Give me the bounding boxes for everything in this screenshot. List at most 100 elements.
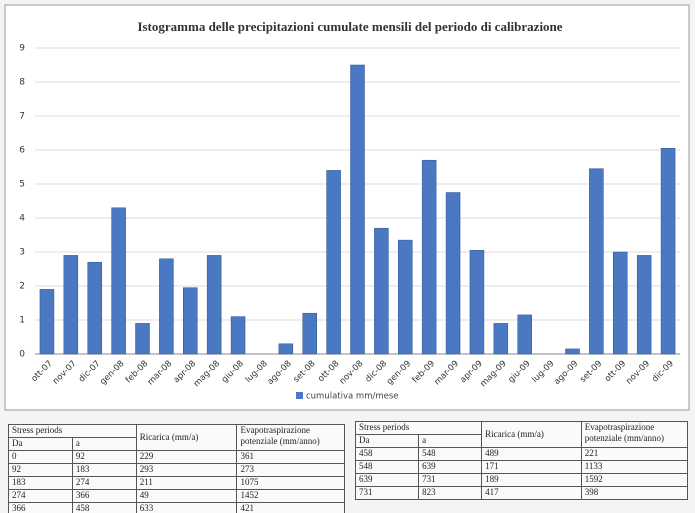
bar — [660, 148, 676, 355]
table-cell: 458 — [71, 502, 137, 513]
table-row: 731 823 417 398 — [355, 486, 689, 500]
table-cell: 49 — [135, 489, 238, 503]
bar — [613, 251, 628, 355]
table-cell: 274 — [71, 476, 137, 490]
bar — [374, 227, 389, 355]
bar — [135, 323, 150, 355]
table-cell: 731 — [418, 473, 483, 487]
table-row: 183 274 211 1075 — [8, 476, 345, 490]
table-cell: 366 — [8, 502, 73, 513]
bar — [398, 239, 413, 355]
table-cell: 211 — [135, 476, 238, 490]
y-tick-label: 9 — [19, 44, 25, 54]
table-cell: 229 — [135, 450, 238, 464]
header-cell: Ricarica (mm/a) — [481, 421, 582, 448]
bar — [111, 207, 126, 355]
table-cell: 1592 — [580, 473, 689, 487]
table-cell: 183 — [71, 463, 137, 477]
table-left-wrap: Stress periods Ricarica (mm/a) Evapotraspi… — [8, 424, 348, 513]
y-tick-label: 0 — [19, 350, 25, 360]
table-cell: 421 — [236, 502, 345, 513]
bar — [206, 255, 222, 355]
y-tick-label: 1 — [19, 316, 25, 326]
table-cell: 0 — [8, 450, 73, 464]
table-cell: 92 — [8, 463, 73, 477]
table-cell: 1075 — [236, 476, 345, 490]
y-tick-label: 3 — [19, 248, 25, 258]
bar — [183, 287, 198, 355]
header-cell: Evapotraspirazione potenziale (mm/anno) — [580, 421, 689, 448]
table-right-wrap: Stress periods Ricarica (mm/a) Evapotraspi… — [355, 421, 690, 506]
chart: Istogramma delle precipitazioni cumulate… — [4, 4, 690, 411]
y-tick-label: 7 — [19, 112, 25, 122]
bar — [350, 64, 365, 355]
table-cell: 293 — [135, 463, 238, 477]
table-cell: 458 — [355, 447, 420, 461]
table: Stress periods Ricarica (mm/a) Evapotraspi… — [8, 424, 345, 513]
bar — [39, 289, 55, 355]
bar — [63, 255, 79, 355]
table-row: 548 639 171 1133 — [355, 460, 689, 474]
chart-frame — [4, 4, 690, 411]
header-cell: a — [71, 437, 137, 451]
table-cell: 731 — [355, 486, 420, 500]
legend-label: cumulativa mm/mese — [306, 392, 399, 402]
table-cell: 273 — [236, 463, 345, 477]
bar — [493, 323, 509, 355]
header-cell: Da — [8, 437, 73, 451]
table-row: 639 731 189 1592 — [355, 473, 689, 487]
header-cell: Stress periods — [355, 421, 483, 435]
table-cell: 221 — [580, 447, 689, 461]
table-cell: 1133 — [580, 460, 689, 474]
bar — [159, 258, 174, 355]
bar — [87, 261, 102, 355]
table-cell: 1452 — [236, 489, 345, 503]
bar — [636, 255, 652, 355]
table-row: 366 458 633 421 — [8, 502, 345, 513]
table-cell: 639 — [418, 460, 483, 474]
table-cell: 489 — [481, 447, 582, 461]
bar — [326, 170, 341, 355]
y-tick-label: 6 — [19, 146, 25, 156]
bar — [469, 250, 485, 355]
bar — [445, 192, 461, 355]
table-cell: 189 — [481, 473, 582, 487]
bar — [278, 343, 294, 355]
bar — [230, 316, 246, 355]
table-row: 458 548 489 221 — [355, 447, 689, 461]
table-cell: 633 — [135, 502, 238, 513]
table-cell: 366 — [71, 489, 137, 503]
header-cell: Da — [355, 434, 420, 448]
bar — [421, 159, 437, 355]
header-row: Stress periods Ricarica (mm/a) Evapotraspi… — [355, 421, 689, 448]
y-tick-label: 5 — [19, 180, 25, 190]
table-cell: 823 — [418, 486, 483, 500]
table-row: 274 366 49 1452 — [8, 489, 345, 503]
header-row: Stress periods Ricarica (mm/a) Evapotraspi… — [8, 424, 345, 451]
legend-swatch — [296, 392, 303, 399]
y-tick-label: 8 — [19, 78, 25, 88]
table-cell: 274 — [8, 489, 73, 503]
y-tick-label: 4 — [19, 214, 25, 224]
table-cell: 548 — [355, 460, 420, 474]
bar — [302, 312, 317, 355]
table-cell: 171 — [481, 460, 582, 474]
table: Stress periods Ricarica (mm/a) Evapotraspi… — [355, 421, 689, 500]
table-cell: 417 — [481, 486, 582, 500]
header-cell: a — [418, 434, 483, 448]
table-cell: 398 — [580, 486, 689, 500]
table-cell: 548 — [418, 447, 483, 461]
chart-title: Istogramma delle precipitazioni cumulate… — [137, 19, 562, 34]
bar — [589, 168, 604, 355]
table-row: 92 183 293 273 — [8, 463, 345, 477]
table-cell: 639 — [355, 473, 420, 487]
header-cell: Ricarica (mm/a) — [135, 424, 238, 451]
table-row: 0 92 229 361 — [8, 450, 345, 464]
bar — [517, 314, 532, 355]
table-cell: 361 — [236, 450, 345, 464]
header-cell: Stress periods — [8, 424, 137, 438]
table-cell: 183 — [8, 476, 73, 490]
table-cell: 92 — [71, 450, 137, 464]
header-cell: Evapotraspirazione potenziale (mm/anno) — [236, 424, 345, 451]
